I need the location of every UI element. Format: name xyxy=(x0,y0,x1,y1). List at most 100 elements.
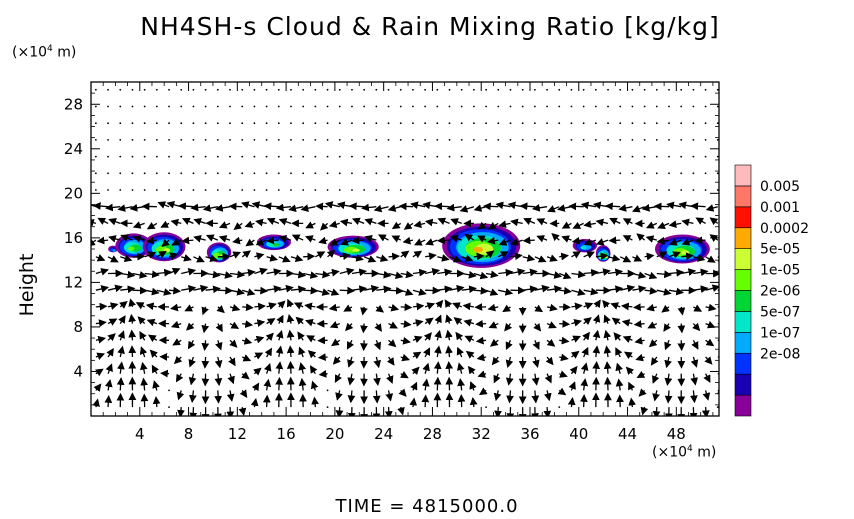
wind-dot xyxy=(229,88,231,91)
wind-dot xyxy=(204,105,207,108)
wind-vector xyxy=(424,302,436,310)
wind-dot xyxy=(229,138,231,141)
wind-dot xyxy=(558,172,561,175)
wind-vector xyxy=(546,321,557,329)
wind-dot xyxy=(412,138,414,141)
wind-dot xyxy=(460,155,463,158)
wind-vector xyxy=(391,221,402,230)
wind-dot xyxy=(643,88,646,91)
wind-vector xyxy=(215,340,223,351)
wind-dot xyxy=(302,155,305,158)
wind-vector xyxy=(309,365,318,375)
wind-dot xyxy=(594,172,597,175)
wind-vector xyxy=(663,323,671,332)
wind-vector xyxy=(177,407,185,416)
wind-dot xyxy=(436,189,439,191)
wind-dot xyxy=(631,138,634,141)
wind-vector xyxy=(656,251,668,259)
wind-vector xyxy=(546,285,563,293)
wind-vector xyxy=(456,346,464,358)
wind-vector xyxy=(304,235,316,243)
wind-vector xyxy=(266,302,277,310)
wind-vector xyxy=(388,286,404,295)
wind-vector xyxy=(546,254,558,262)
wind-dot xyxy=(363,189,366,191)
wind-vector xyxy=(160,220,170,228)
wind-dot xyxy=(338,155,341,158)
wind-vector xyxy=(172,338,182,346)
wind-dot xyxy=(155,88,158,91)
wind-vector xyxy=(351,217,365,226)
wind-vector xyxy=(137,316,146,325)
wind-vector xyxy=(445,314,453,324)
y-axis-unit: (×104 m) xyxy=(12,44,77,61)
wind-dot xyxy=(302,88,305,91)
wind-vector xyxy=(580,378,589,391)
wind-dot xyxy=(265,122,268,125)
wind-vector xyxy=(168,267,181,276)
wind-vector xyxy=(348,202,365,211)
wind-vector xyxy=(226,407,235,416)
wind-vector xyxy=(681,238,694,246)
x-tick-label: 4 xyxy=(135,425,145,443)
wind-vector xyxy=(644,252,655,261)
wind-vector xyxy=(385,390,394,402)
wind-dot xyxy=(582,155,585,158)
wind-dot xyxy=(607,155,609,158)
wind-vector xyxy=(583,317,592,326)
wind-vector xyxy=(376,270,392,279)
wind-vector xyxy=(583,238,597,246)
wind-vector xyxy=(653,202,670,211)
wind-dot xyxy=(216,138,219,141)
wind-dot xyxy=(265,138,268,141)
colorbar-segment xyxy=(734,227,752,249)
wind-dot xyxy=(485,189,487,191)
wind-vector xyxy=(690,373,699,386)
wind-dot xyxy=(314,172,317,175)
wind-vector xyxy=(364,218,377,226)
x-axis-unit: (×104 m) xyxy=(652,444,717,461)
wind-vector xyxy=(473,204,487,212)
x-tick-label: 44 xyxy=(618,425,637,443)
wind-vector xyxy=(151,364,160,375)
wind-dot xyxy=(680,138,683,141)
wind-dot xyxy=(326,105,329,108)
wind-vector xyxy=(487,236,499,245)
wind-vector xyxy=(238,406,247,416)
colorbar-segment xyxy=(734,269,752,291)
wind-dot xyxy=(326,138,329,141)
wind-vector xyxy=(425,286,441,295)
wind-vector xyxy=(242,320,254,328)
wind-vector xyxy=(340,238,353,246)
wind-vector xyxy=(116,377,125,391)
wind-vector xyxy=(592,314,601,324)
wind-dot xyxy=(631,189,634,191)
wind-vector xyxy=(595,252,609,261)
wind-vector xyxy=(400,320,412,328)
wind-dot xyxy=(253,138,256,141)
wind-vector xyxy=(255,238,267,246)
wind-vector xyxy=(641,204,657,212)
wind-vector xyxy=(306,335,316,343)
wind-vector xyxy=(559,319,571,328)
wind-vector xyxy=(95,268,109,276)
wind-vector xyxy=(388,271,404,280)
wind-vector xyxy=(510,252,523,261)
wind-dot xyxy=(107,105,109,108)
wind-vector xyxy=(602,299,611,309)
wind-vector xyxy=(450,218,462,226)
wind-vector xyxy=(290,254,304,262)
wind-dot xyxy=(472,88,475,91)
wind-dot xyxy=(570,105,573,108)
wind-vector xyxy=(648,339,658,348)
wind-vector xyxy=(254,319,266,327)
wind-vector xyxy=(506,390,514,404)
wind-dot xyxy=(436,105,439,108)
wind-vector xyxy=(343,304,353,312)
wind-vector xyxy=(477,370,487,378)
wind-vector xyxy=(561,221,572,229)
y-tick-label: 16 xyxy=(64,229,83,247)
wind-vector xyxy=(253,367,262,376)
wind-vector xyxy=(144,287,160,296)
y-tick-label: 24 xyxy=(64,140,83,158)
